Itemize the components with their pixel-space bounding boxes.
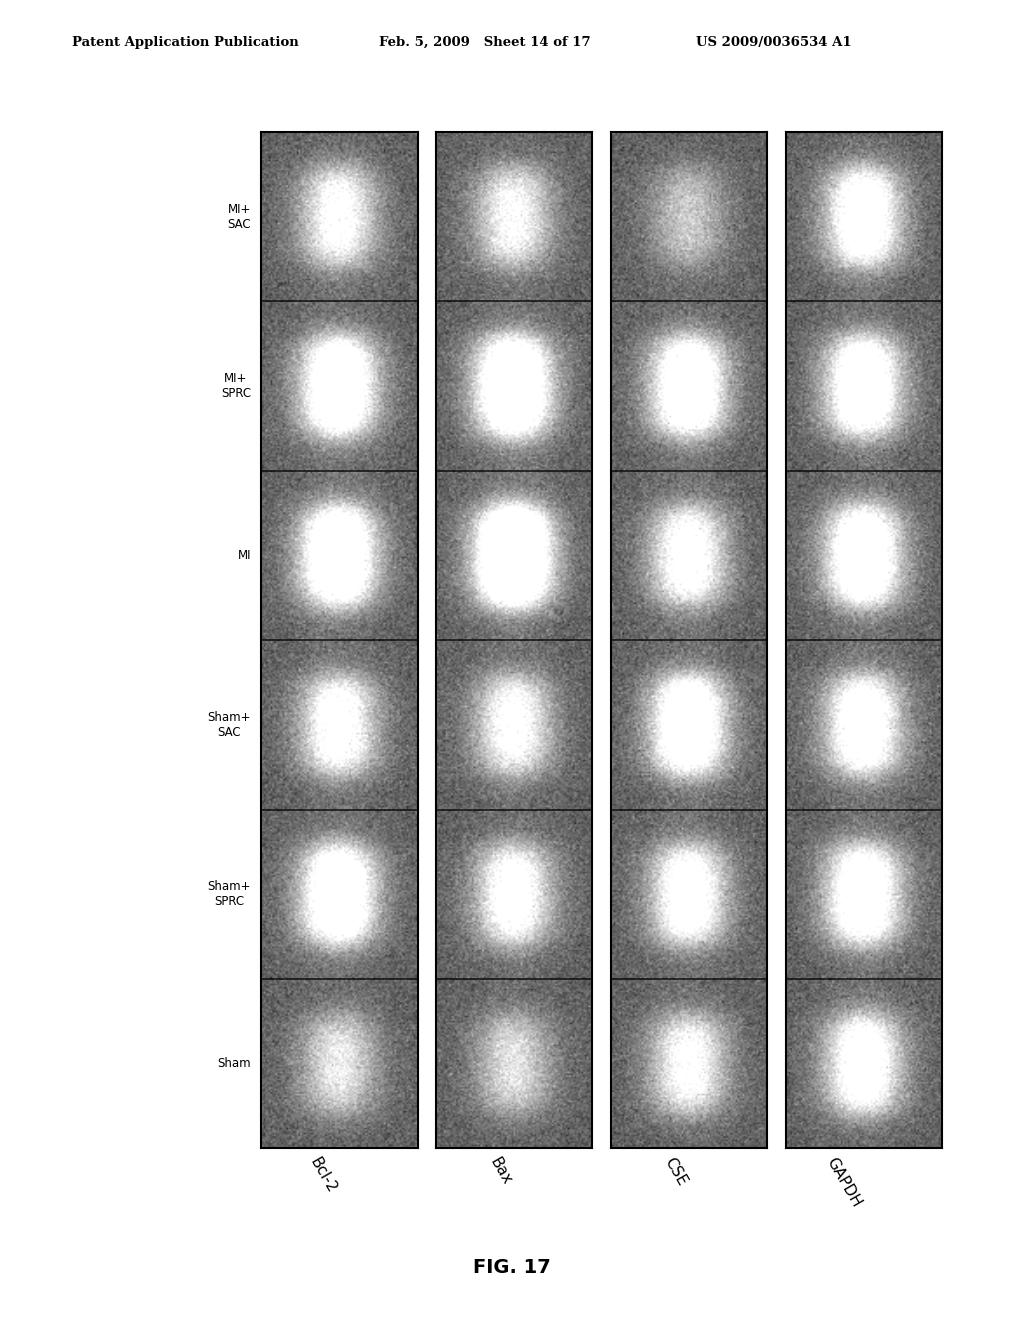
Text: FIG. 17: FIG. 17 (473, 1258, 551, 1276)
Text: US 2009/0036534 A1: US 2009/0036534 A1 (696, 36, 852, 49)
Text: Bcl-2: Bcl-2 (307, 1155, 339, 1196)
Text: Sham+
SAC: Sham+ SAC (208, 711, 251, 739)
Text: MI: MI (238, 549, 251, 562)
Text: GAPDH: GAPDH (823, 1155, 864, 1210)
Text: CSE: CSE (662, 1155, 689, 1188)
Text: Bax: Bax (486, 1155, 514, 1188)
Text: Sham: Sham (217, 1057, 251, 1071)
Text: MI+
SPRC: MI+ SPRC (221, 372, 251, 400)
Text: Patent Application Publication: Patent Application Publication (72, 36, 298, 49)
Text: Feb. 5, 2009   Sheet 14 of 17: Feb. 5, 2009 Sheet 14 of 17 (379, 36, 591, 49)
Text: Sham+
SPRC: Sham+ SPRC (208, 880, 251, 908)
Text: MI+
SAC: MI+ SAC (227, 203, 251, 231)
